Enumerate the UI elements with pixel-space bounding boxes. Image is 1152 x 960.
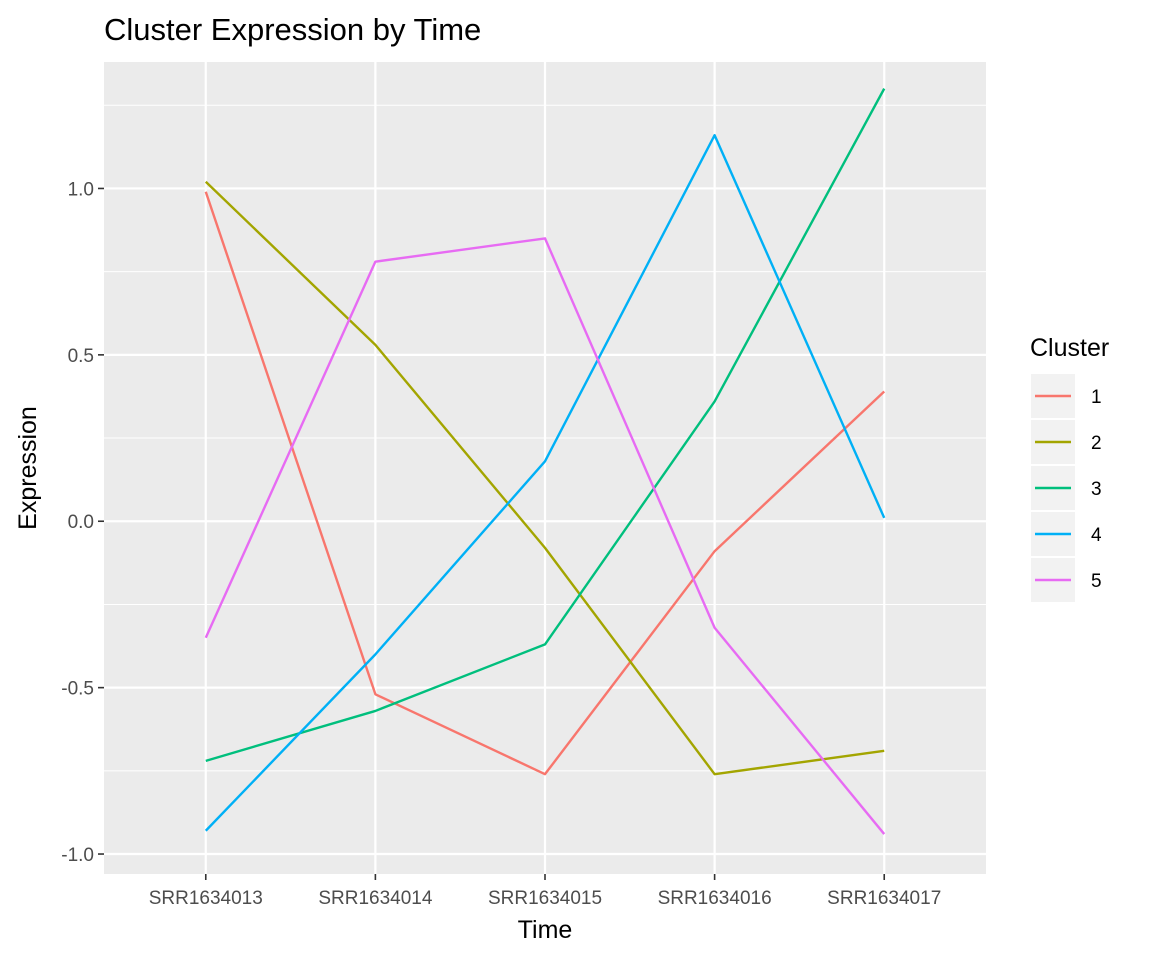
x-tick-label-1: SRR1634014 <box>318 888 433 909</box>
x-axis: SRR1634013 SRR1634014 SRR1634015 SRR1634016… <box>149 874 941 909</box>
legend-label-2: 2 <box>1091 433 1102 454</box>
x-tick-label-3: SRR1634016 <box>658 888 772 909</box>
y-tick-label-1: -0.5 <box>61 679 94 700</box>
y-tick-label-3: 0.5 <box>68 346 94 367</box>
y-axis: -1.0 -0.5 0.0 0.5 1.0 <box>61 179 104 866</box>
series-line-4 <box>204 134 886 832</box>
legend-label-5: 5 <box>1091 571 1102 592</box>
legend-title: Cluster <box>1030 334 1109 362</box>
legend: Cluster 1 2 3 4 5 <box>1030 334 1109 602</box>
series-lines <box>204 88 886 835</box>
legend-label-4: 4 <box>1091 525 1102 546</box>
x-tick-label-0: SRR1634013 <box>149 888 263 909</box>
series-line-2 <box>204 180 885 776</box>
x-tick-label-2: SRR1634015 <box>488 888 602 909</box>
y-axis-title: Expression <box>14 406 42 530</box>
legend-label-1: 1 <box>1091 387 1102 408</box>
y-tick-label-4: 1.0 <box>68 179 94 200</box>
y-tick-label-0: -1.0 <box>61 845 94 866</box>
grid-major <box>104 62 986 874</box>
x-axis-title: Time <box>518 916 573 944</box>
series-line-1 <box>204 191 886 776</box>
y-tick-label-2: 0.0 <box>68 512 94 533</box>
x-tick-label-4: SRR1634017 <box>827 888 941 909</box>
series-line-5 <box>204 237 886 835</box>
legend-label-3: 3 <box>1091 479 1102 500</box>
series-line-3 <box>205 88 886 763</box>
chart-title: Cluster Expression by Time <box>104 12 481 47</box>
